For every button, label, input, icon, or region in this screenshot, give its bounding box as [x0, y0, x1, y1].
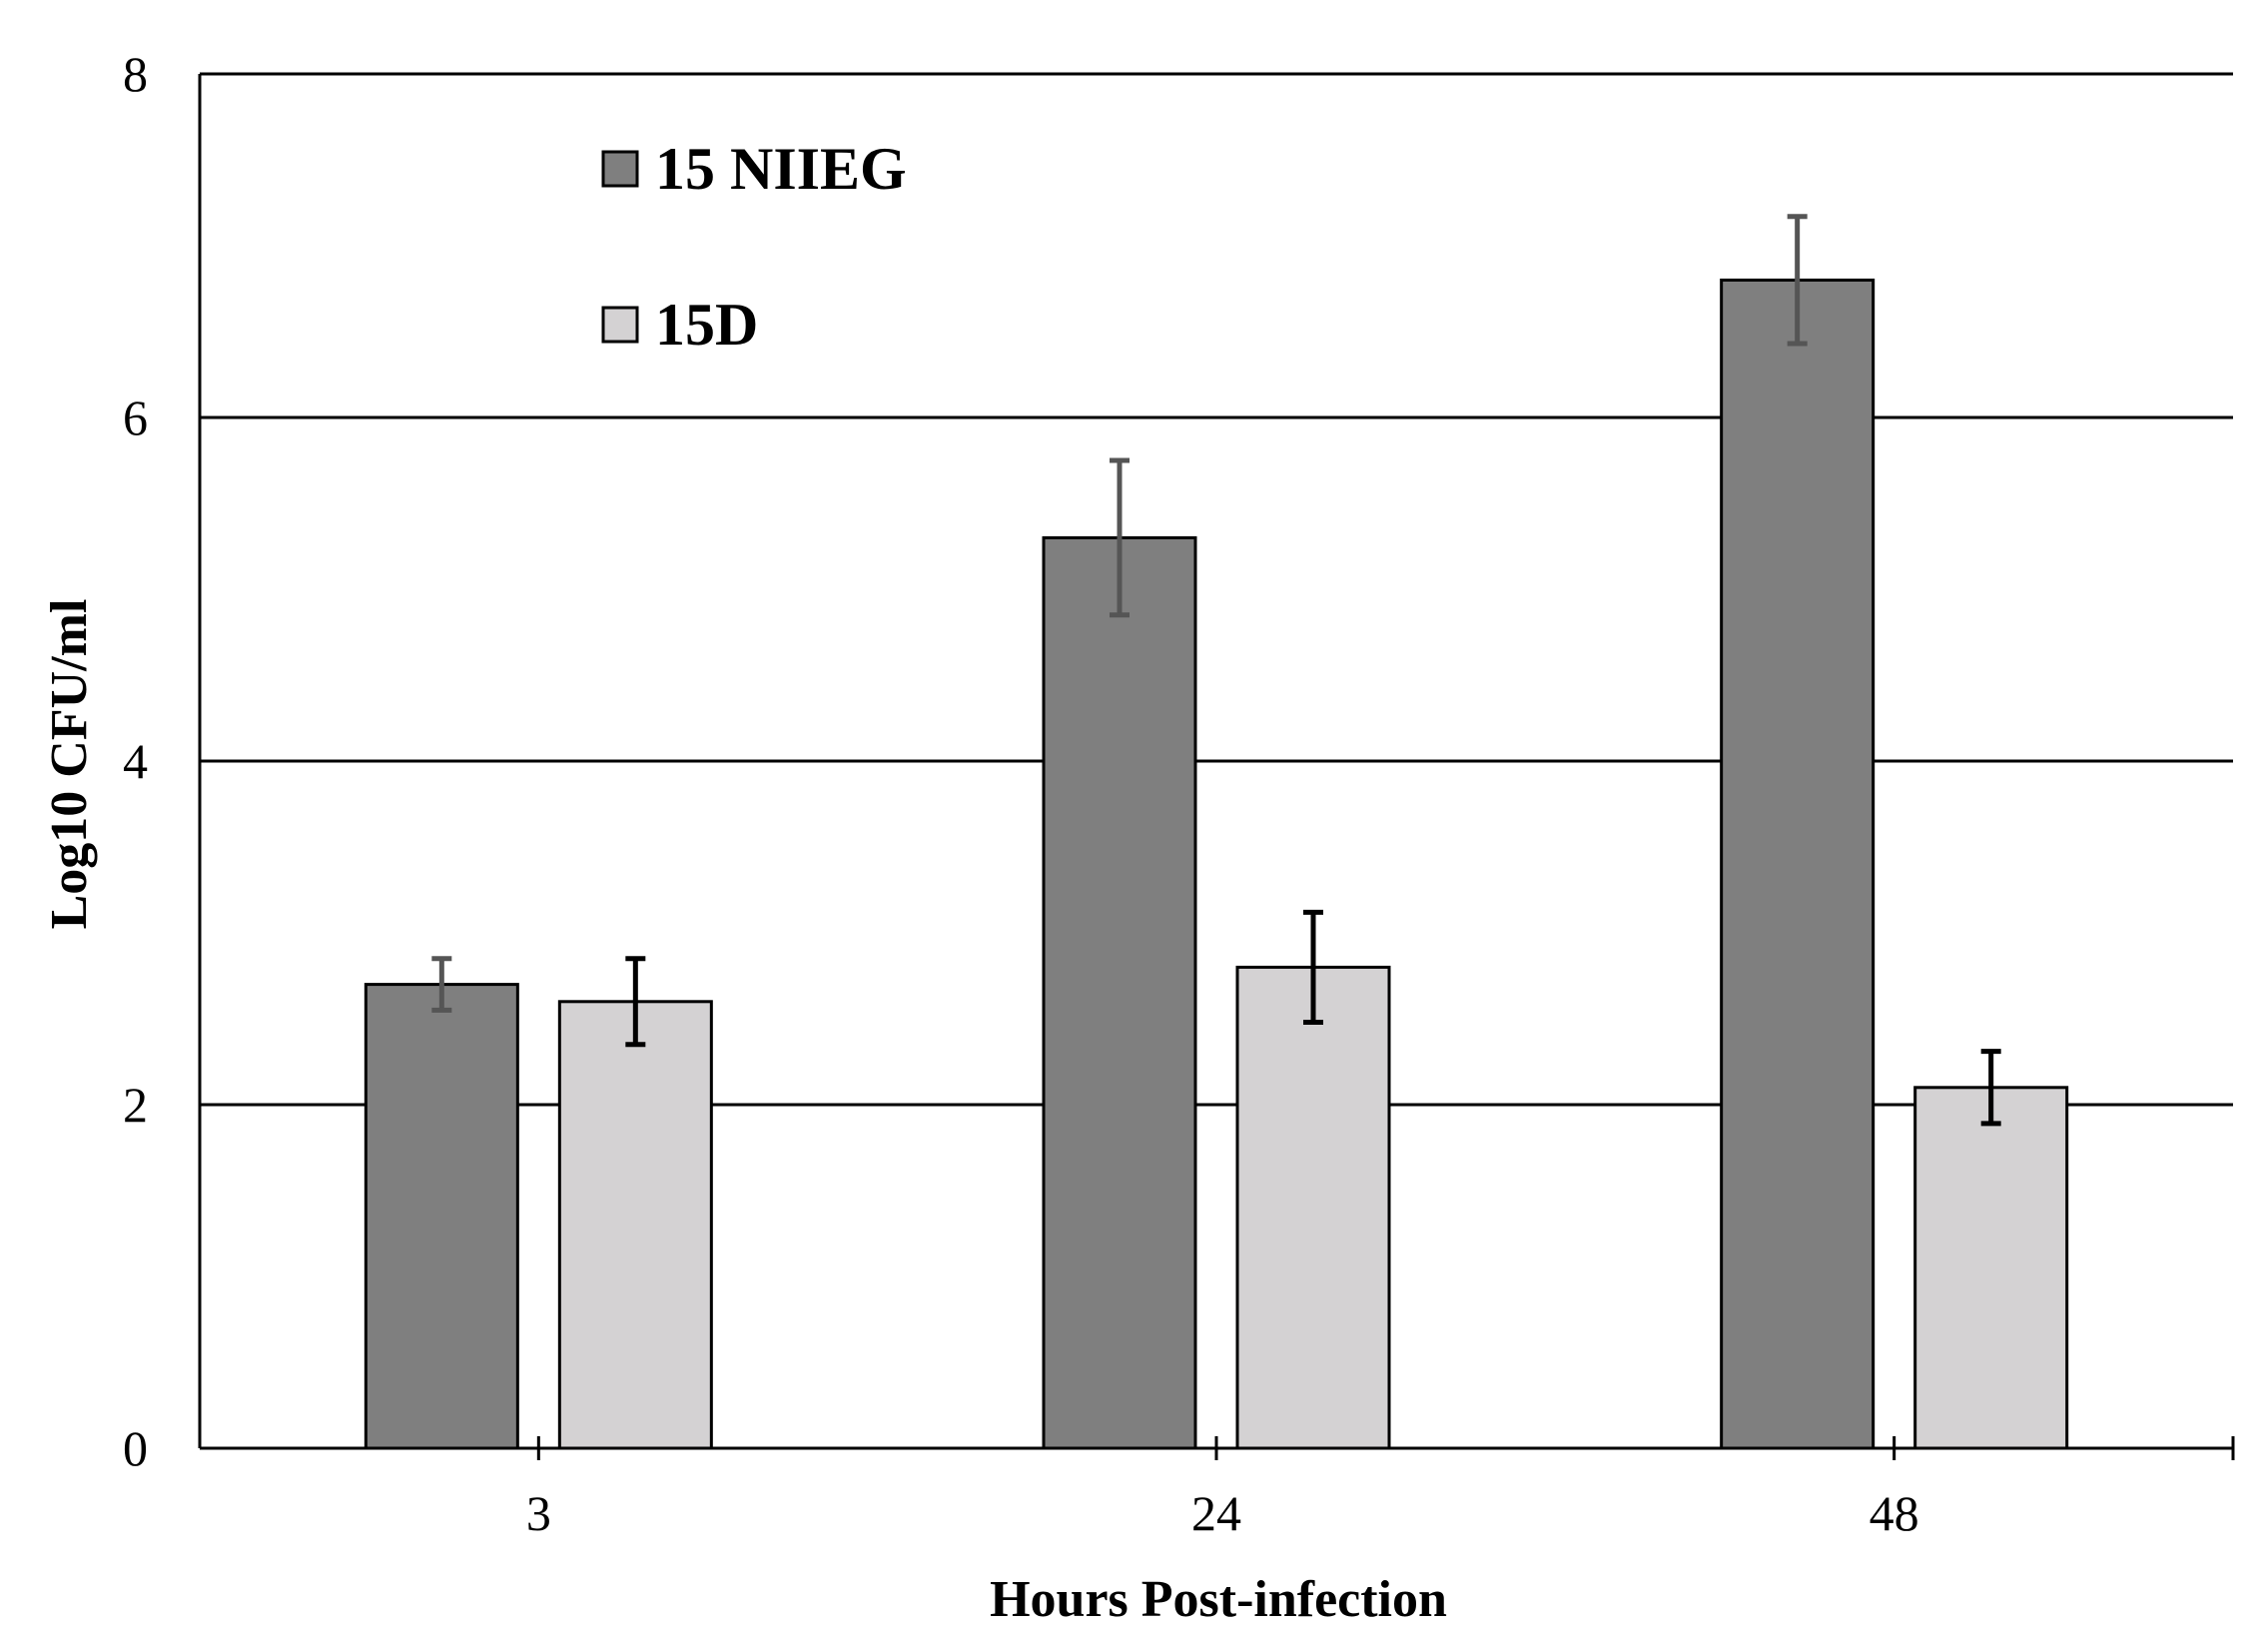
- legend-swatch-15-niieg: [601, 150, 639, 188]
- error-bars: [431, 214, 2001, 1127]
- legend-label-15-niieg: 15 NIIEG: [655, 136, 907, 202]
- y-tick-label-4: 4: [123, 733, 148, 789]
- bar-15-niieg-3: [364, 983, 519, 1450]
- y-tick-label-6: 6: [123, 390, 148, 445]
- axes: [198, 74, 2235, 1460]
- legend-label-15d: 15D: [655, 292, 758, 358]
- bar-15-niieg-24: [1042, 535, 1197, 1450]
- y-tick-label-2: 2: [123, 1077, 148, 1133]
- gridlines: [200, 72, 2233, 1107]
- y-tick-label-0: 0: [123, 1420, 148, 1476]
- x-axis-title: Hours Post-infection: [990, 1571, 1447, 1628]
- legend: 15 NIIEG 15D: [601, 136, 907, 358]
- bar-15-niieg-48: [1720, 278, 1876, 1450]
- y-tick-label-8: 8: [123, 46, 148, 102]
- bars: [364, 278, 2069, 1450]
- y-axis-title: Log10 CFU/ml: [41, 599, 98, 930]
- bar-15d-24: [1235, 965, 1391, 1450]
- x-tick-label-3: 3: [526, 1485, 551, 1541]
- legend-swatch-15d: [601, 306, 639, 344]
- bar-15d-48: [1913, 1086, 2069, 1450]
- x-tick-label-24: 24: [1191, 1485, 1241, 1541]
- x-tick-label-48: 48: [1870, 1485, 1919, 1541]
- bar-15d-3: [557, 1000, 713, 1450]
